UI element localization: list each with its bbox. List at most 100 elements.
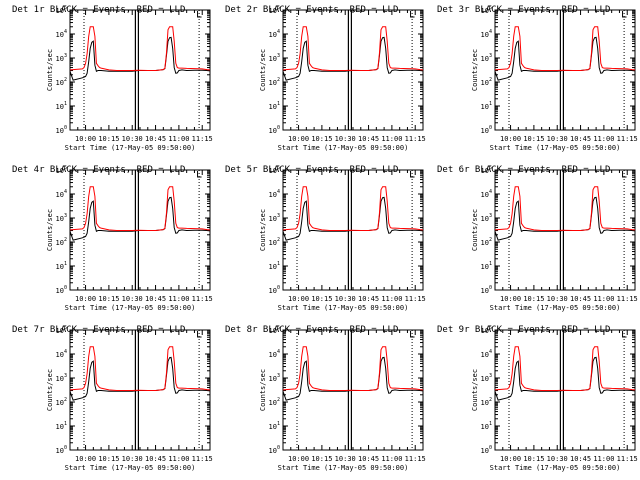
y-tick-label: 101	[269, 421, 280, 431]
panel-det-6: Det 6r BLACK = Events, RED = LLD10010110…	[437, 165, 638, 312]
x-tick-label: 11:00	[593, 295, 614, 303]
y-axis-label: Counts/sec	[471, 209, 479, 251]
y-tick-label: 104	[56, 189, 67, 199]
y-tick-exponent: 0	[489, 125, 492, 131]
panel-det-4: Det 4r BLACK = Events, RED = LLD10010110…	[12, 165, 213, 312]
lld-series-line	[69, 26, 211, 71]
y-tick-exponent: 5	[489, 165, 492, 171]
x-tick-label: 10:15	[311, 295, 332, 303]
y-tick-exponent: 3	[489, 373, 492, 379]
lld-series-line	[494, 186, 636, 231]
x-tick-label: 10:15	[523, 135, 544, 143]
y-tick-exponent: 3	[64, 373, 67, 379]
y-tick-label: 100	[269, 445, 280, 455]
x-tick-label: 11:15	[617, 295, 638, 303]
y-tick-label: 100	[481, 445, 492, 455]
y-tick-label: 100	[56, 125, 67, 135]
y-tick-label: 102	[269, 397, 280, 407]
y-tick-exponent: 2	[277, 77, 280, 83]
x-tick-label: 11:15	[405, 135, 426, 143]
x-tick-label: 10:45	[358, 135, 379, 143]
y-tick-exponent: 1	[277, 101, 280, 107]
y-tick-label: 100	[481, 285, 492, 295]
x-tick-label: 11:00	[381, 455, 402, 463]
y-tick-exponent: 2	[277, 397, 280, 403]
y-tick-exponent: 5	[64, 5, 67, 11]
y-tick-label: 105	[56, 165, 67, 175]
y-tick-label: 101	[56, 101, 67, 111]
y-tick-exponent: 4	[489, 29, 492, 35]
x-tick-label: 11:15	[192, 295, 213, 303]
x-tick-label: 10:45	[570, 455, 591, 463]
y-tick-label: 103	[481, 213, 492, 223]
y-tick-label: 103	[56, 373, 67, 383]
y-tick-label: 105	[481, 5, 492, 15]
x-tick-label: 10:45	[145, 135, 166, 143]
x-tick-label: 10:45	[570, 135, 591, 143]
panel-det-8: Det 8r BLACK = Events, RED = LLD10010110…	[225, 325, 426, 472]
x-axis-label: Start Time (17-May-05 09:50:00)	[490, 144, 621, 152]
y-tick-exponent: 5	[64, 165, 67, 171]
events-series-line	[494, 356, 636, 401]
x-tick-label: 10:15	[98, 135, 119, 143]
y-tick-exponent: 2	[277, 237, 280, 243]
y-tick-label: 104	[269, 349, 280, 359]
y-tick-label: 105	[269, 5, 280, 15]
x-tick-label: 10:15	[98, 455, 119, 463]
x-tick-label: 11:15	[192, 135, 213, 143]
panel-det-2: Det 2r BLACK = Events, RED = LLD10010110…	[225, 5, 426, 152]
y-axis-label: Counts/sec	[259, 49, 267, 91]
y-tick-exponent: 1	[277, 261, 280, 267]
y-tick-exponent: 0	[277, 285, 280, 291]
x-tick-label: 10:15	[311, 455, 332, 463]
y-axis-label: Counts/sec	[259, 369, 267, 411]
y-tick-exponent: 0	[64, 285, 67, 291]
y-tick-label: 100	[56, 445, 67, 455]
bracket-marker	[410, 171, 415, 178]
bracket-marker	[622, 331, 627, 338]
y-axis-label: Counts/sec	[46, 369, 54, 411]
y-tick-exponent: 2	[64, 77, 67, 83]
y-tick-label: 103	[269, 213, 280, 223]
events-series-line	[494, 36, 636, 81]
y-tick-exponent: 4	[64, 189, 67, 195]
x-tick-label: 10:00	[500, 135, 521, 143]
lld-series-line	[69, 186, 211, 231]
bracket-marker	[622, 11, 627, 18]
y-tick-exponent: 3	[277, 213, 280, 219]
y-tick-label: 101	[481, 261, 492, 271]
x-tick-label: 10:00	[500, 455, 521, 463]
y-tick-exponent: 2	[64, 237, 67, 243]
y-tick-label: 104	[481, 189, 492, 199]
panel-det-5: Det 5r BLACK = Events, RED = LLD10010110…	[225, 165, 426, 312]
x-tick-label: 11:00	[168, 135, 189, 143]
y-tick-exponent: 5	[277, 5, 280, 11]
x-tick-label: 10:00	[75, 455, 96, 463]
y-tick-label: 103	[56, 213, 67, 223]
y-tick-label: 104	[481, 349, 492, 359]
x-axis-label: Start Time (17-May-05 09:50:00)	[490, 304, 621, 312]
y-axis-label: Counts/sec	[46, 209, 54, 251]
x-tick-label: 11:15	[192, 455, 213, 463]
y-tick-label: 104	[481, 29, 492, 39]
x-tick-label: 10:30	[547, 455, 568, 463]
x-tick-label: 11:00	[381, 295, 402, 303]
x-tick-label: 10:30	[335, 295, 356, 303]
events-series-line	[494, 196, 636, 241]
y-tick-exponent: 5	[489, 325, 492, 331]
y-tick-label: 104	[269, 29, 280, 39]
x-tick-label: 10:45	[145, 295, 166, 303]
panel-det-7: Det 7r BLACK = Events, RED = LLD10010110…	[12, 325, 213, 472]
y-tick-exponent: 3	[64, 53, 67, 59]
y-tick-exponent: 0	[277, 125, 280, 131]
x-tick-label: 10:45	[145, 455, 166, 463]
bracket-marker	[197, 11, 202, 18]
y-tick-label: 105	[481, 325, 492, 335]
y-tick-exponent: 0	[64, 125, 67, 131]
y-tick-label: 101	[481, 101, 492, 111]
x-tick-label: 11:00	[381, 135, 402, 143]
x-tick-label: 10:30	[335, 135, 356, 143]
y-tick-exponent: 1	[64, 101, 67, 107]
x-tick-label: 10:45	[358, 295, 379, 303]
